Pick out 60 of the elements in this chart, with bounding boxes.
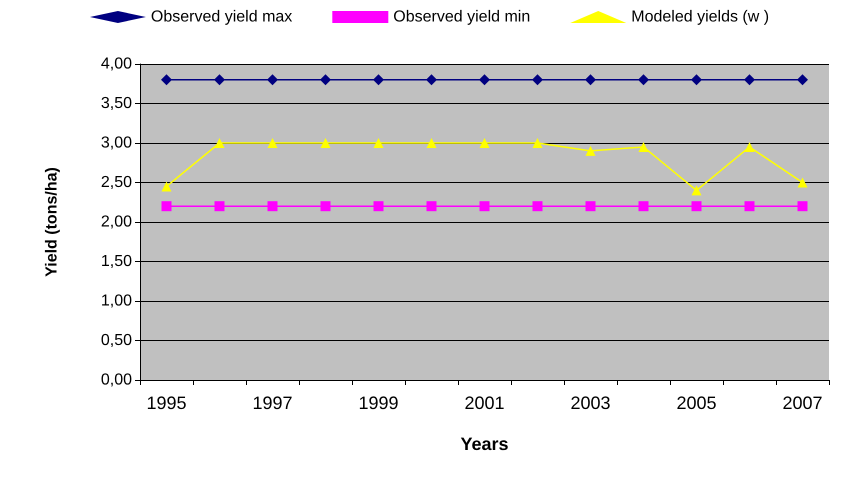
x-axis-title: Years: [460, 434, 509, 454]
point: [426, 74, 437, 86]
point: [268, 201, 278, 212]
y-tick-label: 2,50: [100, 174, 132, 191]
y-tick-label: 3,00: [100, 134, 132, 152]
point: [532, 74, 543, 86]
y-tick-label: 3,50: [100, 95, 132, 112]
x-tick-label: 2007: [782, 393, 823, 413]
point: [320, 201, 330, 212]
y-tick-label: 2,00: [100, 214, 132, 230]
point: [532, 138, 542, 148]
point: [692, 185, 702, 196]
point: [638, 74, 649, 86]
point: [162, 181, 172, 192]
point: [162, 201, 172, 212]
point: [320, 138, 330, 148]
point: [426, 201, 436, 212]
legend-label: Modeled yields (w ): [631, 8, 770, 26]
point: [798, 178, 808, 188]
point: [374, 138, 384, 148]
x-tick-label: 2001: [464, 393, 505, 413]
point: [268, 138, 278, 148]
point: [479, 74, 490, 86]
legend-label: Observed yield min: [393, 8, 530, 26]
point: [744, 74, 755, 86]
point: [374, 201, 384, 212]
y-tick-label: 1,00: [100, 292, 132, 310]
x-tick-label: 2003: [570, 393, 611, 413]
x-tick-label: 1997: [252, 393, 293, 413]
point: [426, 138, 436, 148]
point: [586, 146, 596, 156]
y-tick-label: 0,50: [100, 332, 132, 349]
point: [797, 74, 808, 86]
x-tick-label: 1999: [358, 393, 399, 413]
point: [214, 201, 224, 212]
point: [320, 74, 331, 86]
point: [532, 201, 542, 212]
point: [744, 201, 754, 212]
point: [638, 201, 648, 212]
point: [798, 201, 808, 212]
point: [638, 142, 648, 152]
legend-label: Observed yield max: [150, 8, 292, 26]
point: [585, 74, 596, 86]
y-tick-label: 1,50: [100, 253, 132, 270]
y-tick-label: 4,00: [100, 56, 132, 72]
point: [744, 142, 754, 152]
point: [480, 138, 490, 148]
point: [373, 74, 384, 86]
x-tick-label: 1995: [146, 393, 187, 413]
point: [161, 74, 172, 86]
point: [480, 201, 490, 212]
y-axis-title: Yield (tons/ha): [44, 167, 60, 277]
point: [586, 201, 596, 212]
point: [267, 74, 278, 86]
point: [214, 74, 225, 86]
point: [691, 74, 702, 86]
point: [214, 138, 224, 148]
point: [692, 201, 702, 212]
x-tick-label: 2005: [676, 393, 717, 413]
y-tick-label: 0,00: [100, 372, 132, 388]
